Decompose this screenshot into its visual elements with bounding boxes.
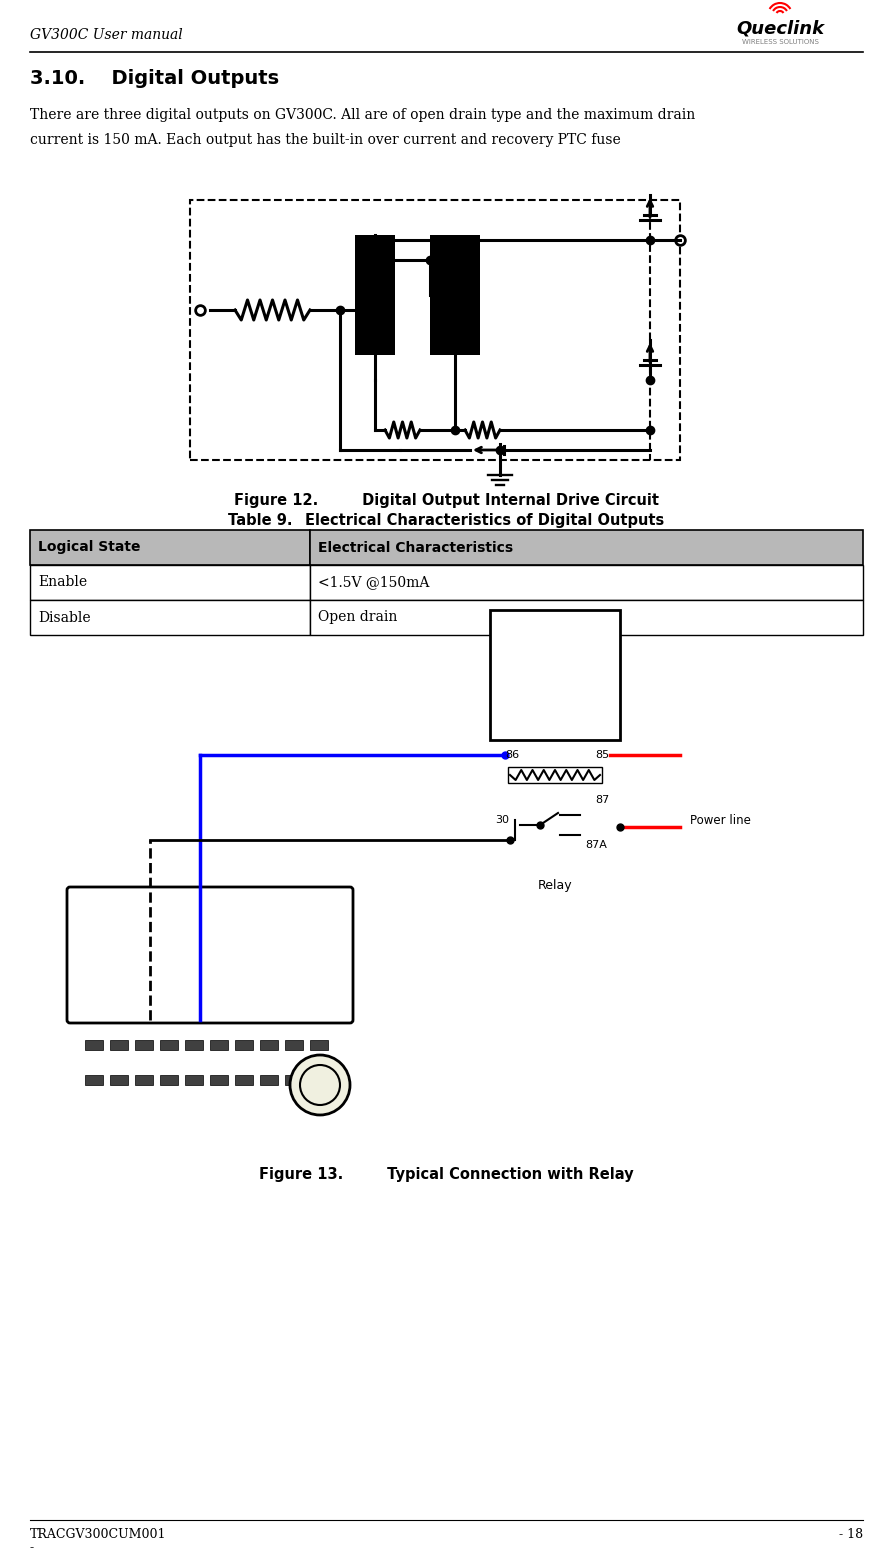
Text: WIRELESS SOLUTIONS: WIRELESS SOLUTIONS — [741, 39, 819, 45]
Bar — [310, 601, 863, 635]
Bar — [210, 1040, 228, 1051]
Bar — [235, 1076, 253, 1085]
Text: 87: 87 — [595, 795, 609, 805]
Text: TRACGV300CUM001: TRACGV300CUM001 — [30, 1529, 166, 1541]
Bar — [490, 610, 620, 740]
Bar — [260, 1040, 278, 1051]
Text: GV300C User manual: GV300C User manual — [30, 28, 183, 42]
Text: - 18: - 18 — [839, 1529, 863, 1541]
Text: 3.10.  Digital Outputs: 3.10. Digital Outputs — [30, 68, 280, 87]
FancyBboxPatch shape — [67, 888, 353, 1023]
Text: Enable: Enable — [38, 576, 88, 590]
Circle shape — [290, 1055, 350, 1114]
Bar — [30, 529, 310, 565]
Bar — [310, 1076, 328, 1085]
Text: 86: 86 — [505, 750, 519, 760]
Bar — [30, 601, 310, 635]
Bar — [110, 1076, 128, 1085]
Bar — [185, 1076, 203, 1085]
Bar — [85, 1076, 103, 1085]
Bar — [260, 1076, 278, 1085]
Bar — [160, 1040, 178, 1051]
Bar — [285, 1076, 303, 1085]
Bar — [30, 565, 310, 601]
Text: Table 9.  Electrical Characteristics of Digital Outputs: Table 9. Electrical Characteristics of D… — [228, 512, 664, 528]
Bar — [285, 1040, 303, 1051]
Text: Queclink: Queclink — [736, 19, 824, 37]
Text: There are three digital outputs on GV300C. All are of open drain type and the ma: There are three digital outputs on GV300… — [30, 109, 696, 123]
Bar — [310, 565, 863, 601]
Text: Open drain: Open drain — [318, 610, 397, 624]
Text: Figure 13.   Typical Connection with Relay: Figure 13. Typical Connection with Relay — [259, 1167, 633, 1183]
Bar — [355, 234, 395, 355]
Bar — [110, 1040, 128, 1051]
Text: Power line: Power line — [690, 813, 751, 827]
Text: -: - — [30, 1541, 34, 1552]
Text: current is 150 mA. Each output has the built-in over current and recovery PTC fu: current is 150 mA. Each output has the b… — [30, 133, 621, 147]
Bar — [310, 529, 863, 565]
Bar — [160, 1076, 178, 1085]
Text: Disable: Disable — [38, 610, 90, 624]
Text: Logical State: Logical State — [38, 540, 140, 554]
Text: 30: 30 — [495, 815, 509, 826]
Bar — [508, 767, 602, 784]
Text: Relay: Relay — [538, 878, 572, 891]
Bar — [185, 1040, 203, 1051]
Bar — [310, 1040, 328, 1051]
Bar — [135, 1076, 153, 1085]
Text: 87A: 87A — [585, 840, 607, 850]
Text: Electrical Characteristics: Electrical Characteristics — [318, 540, 513, 554]
Bar — [85, 1040, 103, 1051]
Bar — [235, 1040, 253, 1051]
Text: 85: 85 — [595, 750, 609, 760]
Text: Figure 12.   Digital Output Internal Drive Circuit: Figure 12. Digital Output Internal Drive… — [233, 492, 658, 508]
Bar — [210, 1076, 228, 1085]
Bar — [135, 1040, 153, 1051]
Bar — [430, 234, 480, 355]
Bar — [190, 200, 680, 459]
Text: <1.5V @150mA: <1.5V @150mA — [318, 576, 430, 590]
